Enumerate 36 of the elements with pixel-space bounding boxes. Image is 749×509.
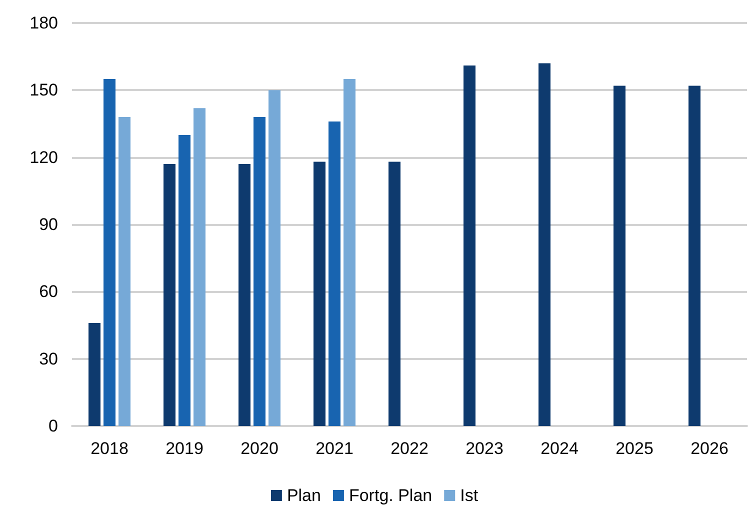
x-tick-label: 2022	[390, 439, 428, 458]
x-tick-label: 2020	[240, 439, 278, 458]
x-tick-label: 2023	[466, 439, 504, 458]
legend-label: Fortg. Plan	[348, 486, 432, 505]
bar	[388, 162, 400, 426]
bar	[238, 164, 250, 426]
y-tick-label: 180	[30, 14, 58, 32]
y-tick-label: 90	[39, 215, 58, 234]
bar	[268, 90, 280, 426]
y-tick-label: 150	[30, 80, 58, 100]
bar	[314, 162, 326, 426]
x-tick-label: 2025	[616, 439, 654, 458]
bar	[254, 117, 266, 426]
x-tick-label: 2024	[540, 439, 578, 458]
bar	[164, 164, 176, 426]
bar	[88, 323, 100, 426]
y-tick-label: 120	[30, 148, 58, 167]
bar	[194, 108, 206, 426]
bar	[118, 117, 130, 426]
x-tick-label: 2019	[166, 439, 204, 458]
y-tick-label: 30	[39, 349, 58, 368]
legend-label: Plan	[286, 486, 321, 505]
bar	[688, 86, 700, 426]
y-tick-label: 0	[48, 416, 58, 436]
bar	[614, 86, 626, 426]
x-tick-label: 2021	[316, 439, 354, 458]
bar	[344, 78, 356, 426]
bar	[464, 66, 476, 426]
bar	[328, 122, 340, 426]
bar	[178, 134, 190, 426]
bar	[538, 63, 550, 426]
y-tick-label: 60	[39, 282, 58, 302]
bar	[104, 78, 116, 426]
x-tick-label: 2018	[90, 439, 128, 458]
legend-label: Ist	[460, 486, 478, 505]
x-tick-label: 2026	[690, 439, 728, 458]
